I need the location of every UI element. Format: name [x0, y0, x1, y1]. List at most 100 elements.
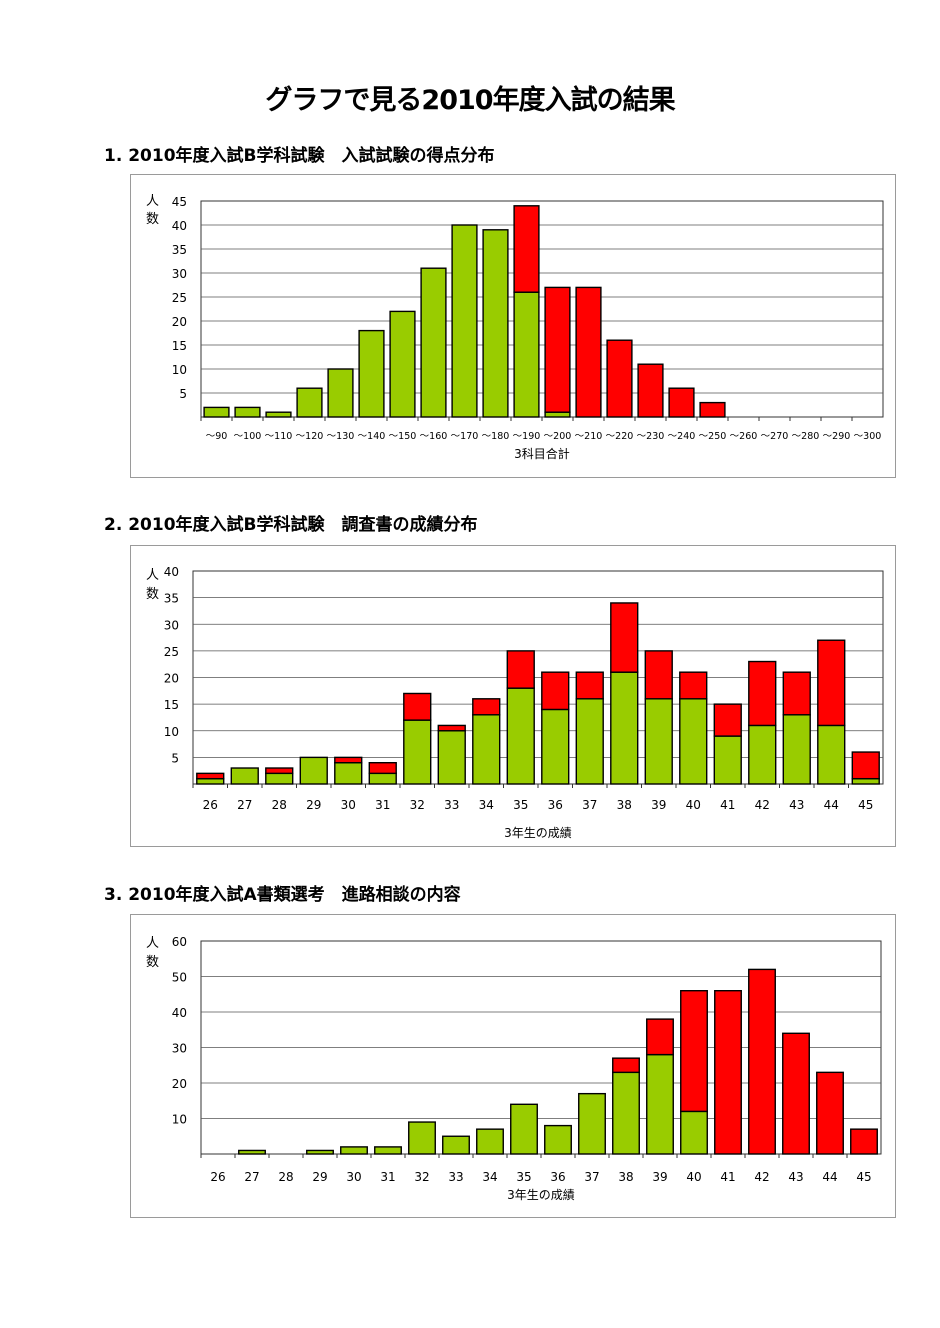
bar-green-42	[748, 724, 777, 785]
bar-red-45	[851, 751, 880, 780]
x-tick-label: 36	[548, 798, 563, 812]
bar-green-～180	[482, 229, 509, 418]
bar-green-37	[578, 1092, 606, 1155]
bar-red-38	[612, 1057, 640, 1074]
bar-green-～110	[265, 411, 292, 418]
x-tick-label: 37	[584, 1170, 599, 1184]
x-tick-label: 26	[203, 798, 218, 812]
x-tick-label: ～150	[389, 431, 417, 442]
x-tick-label: 44	[824, 798, 839, 812]
x-tick-label: 32	[410, 798, 425, 812]
bar-red-26	[196, 772, 225, 780]
bar-red-～190	[513, 205, 540, 293]
x-tick-label: 29	[312, 1170, 327, 1184]
bar-red-44	[816, 1071, 844, 1155]
y-tick-label: 15	[164, 698, 179, 712]
bar-green-39	[646, 1053, 674, 1155]
y-tick-label: 35	[164, 592, 179, 606]
bar-green-29	[299, 756, 328, 785]
bar-green-30	[334, 761, 363, 785]
x-tick-label: 36	[550, 1170, 565, 1184]
bar-green-40	[680, 1110, 708, 1155]
bar-green-～190	[513, 291, 540, 418]
bar-green-28	[265, 772, 294, 785]
x-tick-label: 34	[482, 1170, 497, 1184]
x-tick-label: 35	[516, 1170, 531, 1184]
bar-red-38	[610, 602, 639, 673]
bar-green-29	[306, 1149, 334, 1155]
bar-green-44	[817, 724, 846, 785]
chart-3-svg: 10 20 30 40 50 60 人数 26 27 28 29 30 31 32 33 34 35 36 37 38…	[146, 935, 882, 1202]
y-axis-label: 数	[146, 955, 159, 970]
y-tick-label: 30	[172, 267, 187, 281]
bar-red-43	[782, 1032, 810, 1155]
bar-red-39	[644, 650, 673, 700]
x-tick-label: 31	[375, 798, 390, 812]
y-tick-label: 20	[172, 1077, 187, 1091]
y-axis-label: 人	[146, 936, 159, 951]
y-tick-label: 5	[179, 387, 187, 401]
bar-green-～100	[234, 406, 261, 418]
x-tick-label: ～170	[451, 431, 479, 442]
y-tick-label: 10	[172, 363, 187, 377]
y-tick-label: 10	[164, 725, 179, 739]
x-tick-label: 26	[210, 1170, 225, 1184]
y-tick-label: 25	[164, 645, 179, 659]
bar-green-～200	[544, 411, 571, 418]
x-tick-label: 44	[822, 1170, 837, 1184]
x-tick-label: ～240	[668, 431, 696, 442]
bar-green-33	[442, 1135, 470, 1155]
x-tick-label: 28	[278, 1170, 293, 1184]
bar-green-32	[403, 719, 432, 785]
x-tick-label: 39	[652, 1170, 667, 1184]
bar-red-32	[403, 692, 432, 721]
x-tick-label: 32	[414, 1170, 429, 1184]
x-tick-label: ～230	[637, 431, 665, 442]
x-tick-label: 30	[341, 798, 356, 812]
chart-2-section-title: 2. 2010年度入試B学科試験 調査書の成績分布	[104, 515, 478, 535]
y-tick-label: 40	[164, 565, 179, 579]
chart-2-frame: 5 10 15 20 25 30 35 40 人数 26 27 28 29 30 31 32 33 34 35 36 3…	[130, 545, 896, 847]
bar-green-26	[196, 777, 225, 785]
bar-green-～150	[389, 310, 416, 418]
x-tick-label: ～120	[296, 431, 324, 442]
x-tick-label: ～140	[358, 431, 386, 442]
bar-green-36	[544, 1124, 572, 1155]
chart-1-section-title: 1. 2010年度入試B学科試験 入試試験の得点分布	[104, 146, 495, 166]
x-tick-label: 45	[858, 798, 873, 812]
bar-green-30	[340, 1146, 368, 1155]
bar-green-36	[541, 708, 570, 785]
x-tick-label: 42	[755, 798, 770, 812]
x-tick-label: 29	[306, 798, 321, 812]
bar-green-27	[230, 767, 259, 785]
bar-green-38	[612, 1071, 640, 1155]
bar-green-35	[510, 1103, 538, 1155]
bar-green-43	[782, 714, 811, 785]
bar-red-40	[680, 989, 708, 1113]
x-axis-label: 3年生の成績	[507, 1188, 575, 1202]
bar-red-～220	[606, 339, 633, 418]
y-tick-label: 40	[172, 1006, 187, 1020]
x-tick-label: 40	[686, 1170, 701, 1184]
y-tick-label: 25	[172, 291, 187, 305]
bar-green-31	[368, 772, 397, 785]
bar-green-～160	[420, 267, 447, 418]
bar-green-～90	[203, 406, 230, 418]
bar-green-41	[713, 735, 742, 785]
y-tick-label: 10	[172, 1113, 187, 1127]
x-axis-label: 3科目合計	[514, 446, 570, 461]
bar-red-41	[713, 703, 742, 737]
bar-red-45	[850, 1128, 878, 1155]
x-axis-label: 3年生の成績	[504, 826, 572, 840]
y-tick-label: 5	[171, 751, 179, 765]
bar-red-34	[472, 698, 501, 716]
x-tick-label: 39	[651, 798, 666, 812]
x-tick-label: ～110	[265, 431, 293, 442]
bar-green-～170	[451, 224, 478, 418]
bar-red-～240	[668, 387, 695, 418]
bar-green-33	[437, 730, 466, 785]
bar-red-33	[437, 724, 466, 732]
x-tick-label: 40	[686, 798, 701, 812]
x-tick-label: ～180	[482, 431, 510, 442]
bar-green-45	[851, 777, 880, 785]
